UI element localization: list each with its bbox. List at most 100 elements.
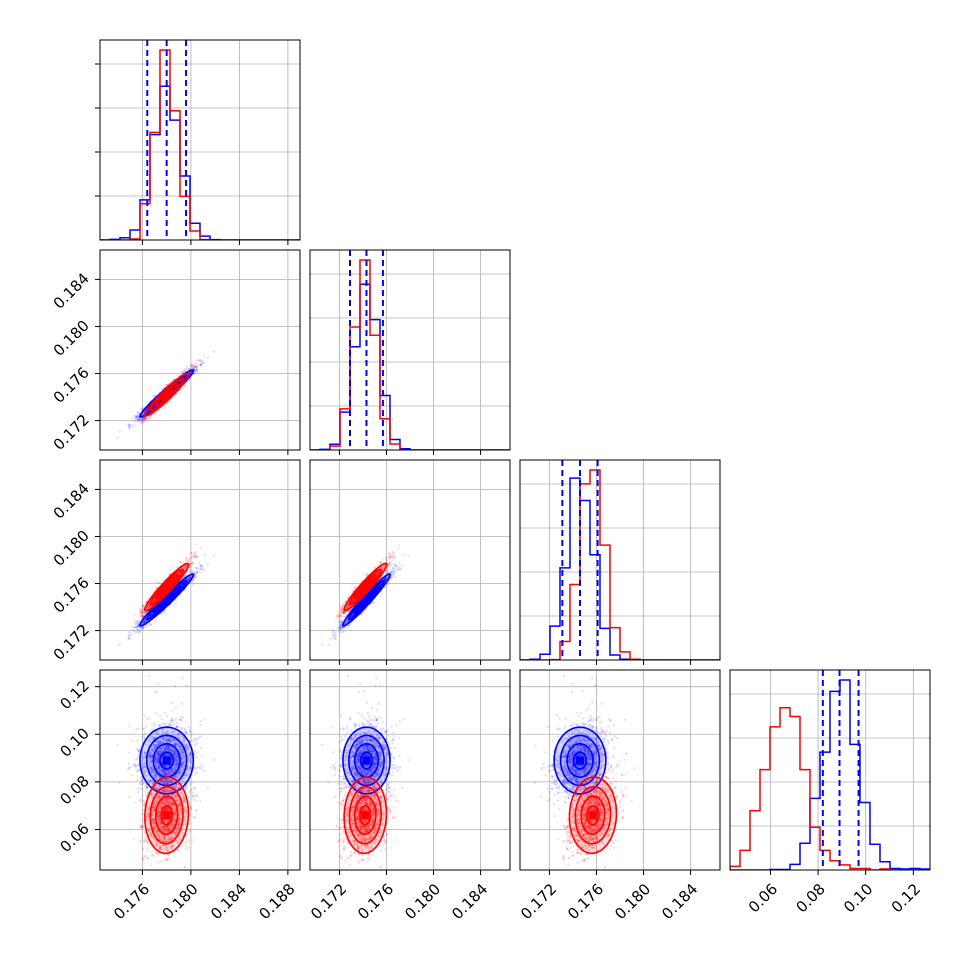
scatter-point xyxy=(132,425,135,429)
scatter-point xyxy=(201,362,204,365)
scatter-point xyxy=(136,417,140,421)
scatter-point xyxy=(131,417,134,420)
scatter-point xyxy=(139,420,142,423)
scatter-point xyxy=(133,414,136,417)
scatter-point xyxy=(212,554,216,557)
scatter-point xyxy=(185,365,188,369)
peak-marker xyxy=(162,390,171,399)
scatter-point xyxy=(116,643,119,646)
scatter-point xyxy=(148,416,151,420)
scatter-point xyxy=(135,415,138,418)
scatter-point xyxy=(142,417,146,421)
scatter-point xyxy=(140,417,144,420)
scatter-point xyxy=(146,418,150,422)
scatter-point xyxy=(195,359,198,362)
scatter-point xyxy=(194,370,197,373)
scatter-point xyxy=(195,567,198,570)
scatter-point xyxy=(141,419,145,422)
scatter-point xyxy=(200,359,203,363)
scatter-point xyxy=(145,416,148,420)
scatter-point xyxy=(201,361,205,364)
scatter-point xyxy=(192,365,195,369)
scatter-point xyxy=(137,415,140,419)
scatter-point xyxy=(190,364,193,367)
scatter-point xyxy=(143,418,147,422)
scatter-point xyxy=(133,416,137,419)
scatter-point xyxy=(187,380,191,383)
scatter-point xyxy=(137,414,140,417)
scatter-point xyxy=(142,420,145,423)
scatter-point xyxy=(140,418,143,422)
scatter-point xyxy=(193,369,197,373)
scatter-point xyxy=(197,561,200,564)
scatter-point xyxy=(144,417,147,420)
scatter-point xyxy=(197,359,200,363)
scatter-point xyxy=(128,426,131,429)
scatter-point xyxy=(203,360,206,364)
scatter-point xyxy=(192,365,195,369)
scatter-point xyxy=(153,414,156,417)
scatter-point xyxy=(183,384,186,387)
scatter-point xyxy=(189,364,193,367)
scatter-point xyxy=(141,417,145,420)
scatter-point xyxy=(137,630,140,634)
scatter-point xyxy=(195,368,198,372)
scatter-point xyxy=(118,430,121,433)
scatter-point xyxy=(135,419,139,422)
scatter-point xyxy=(180,387,184,391)
scatter-point xyxy=(144,416,148,420)
scatter-point xyxy=(132,419,136,423)
scatter-point xyxy=(192,583,195,586)
scatter-point xyxy=(197,358,200,362)
scatter-point xyxy=(196,370,199,374)
scatter-point xyxy=(195,365,198,369)
scatter-point xyxy=(144,417,147,421)
scatter-point xyxy=(144,417,147,420)
scatter-point xyxy=(144,416,147,420)
scatter-point xyxy=(130,423,133,427)
scatter-point xyxy=(195,368,198,371)
histogram-red xyxy=(310,259,510,450)
panel-1-1 xyxy=(309,249,511,455)
scatter-point xyxy=(190,365,194,368)
scatter-point xyxy=(135,416,138,419)
scatter-point xyxy=(194,365,197,369)
scatter-point xyxy=(185,368,188,371)
scatter-point xyxy=(134,630,137,634)
scatter-point xyxy=(195,366,199,369)
scatter-point xyxy=(168,400,171,403)
scatter-point xyxy=(196,369,199,372)
scatter-point xyxy=(136,417,140,421)
scatter-point xyxy=(199,567,203,571)
scatter-point xyxy=(138,417,141,421)
panel-1-0 xyxy=(95,249,301,455)
scatter-point xyxy=(183,369,186,372)
scatter-point xyxy=(164,384,168,387)
scatter-point xyxy=(195,367,198,371)
scatter-point xyxy=(127,423,131,426)
scatter-point xyxy=(206,563,210,566)
scatter-point xyxy=(134,415,137,418)
scatter-point xyxy=(137,419,140,422)
scatter-point xyxy=(203,354,206,357)
scatter-point xyxy=(181,371,184,375)
scatter-point xyxy=(137,620,140,624)
scatter-point xyxy=(128,634,132,637)
scatter-point xyxy=(192,372,196,375)
scatter-point xyxy=(187,367,191,370)
scatter-point xyxy=(190,365,193,368)
scatter-point xyxy=(128,631,131,634)
scatter-point xyxy=(128,425,131,429)
scatter-point xyxy=(139,418,143,422)
scatter-point xyxy=(132,629,135,633)
scatter-point xyxy=(195,368,198,371)
scatter-point xyxy=(127,423,130,427)
scatter-point xyxy=(141,418,145,421)
scatter-point xyxy=(137,418,140,421)
scatter-point xyxy=(139,417,142,421)
scatter-point xyxy=(135,416,139,419)
scatter-point xyxy=(128,424,132,428)
scatter-point xyxy=(135,620,138,623)
scatter-point xyxy=(127,637,131,640)
